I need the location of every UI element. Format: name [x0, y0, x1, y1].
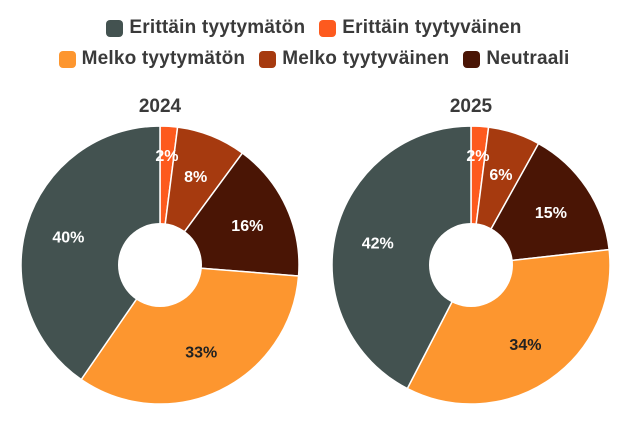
legend-item-melko-tyytymaton: Melko tyytymätön — [58, 48, 246, 70]
legend: Erittäin tyytymätön Erittäin tyytyväinen… — [0, 14, 628, 76]
legend-swatch-melko-tyytyvainen — [259, 50, 277, 68]
legend-label-melko-tyytymaton: Melko tyytymätön — [81, 48, 246, 69]
slice-2025-melko-tyytymaton — [406, 248, 611, 405]
slice-label-2025-neutraali: 15% — [535, 205, 567, 222]
slice-label-2024-erittain-tyytymaton: 40% — [52, 229, 84, 246]
legend-swatch-neutraali — [463, 50, 481, 68]
legend-swatch-erittain-tyytymaton — [106, 19, 124, 37]
slice-2025-neutraali — [469, 142, 610, 266]
legend-item-neutraali: Neutraali — [463, 48, 569, 70]
slice-label-2025-erittain-tyytyvainen: 2% — [466, 148, 489, 165]
slice-2025-erittain-tyytymaton — [331, 125, 472, 390]
slice-label-2024-neutraali: 16% — [231, 218, 263, 235]
legend-swatch-erittain-tyytyvainen — [319, 19, 337, 37]
legend-label-neutraali: Neutraali — [486, 48, 570, 69]
slice-2024-melko-tyytymaton — [80, 264, 300, 405]
legend-swatch-melko-tyytymaton — [58, 50, 76, 68]
legend-label-erittain-tyytymaton: Erittäin tyytymätön — [129, 17, 306, 38]
slice-label-2024-melko-tyytyvainen: 8% — [184, 169, 207, 186]
legend-item-melko-tyytyvainen: Melko tyytyväinen — [259, 48, 449, 70]
slice-label-2024-melko-tyytymaton: 33% — [185, 345, 217, 362]
donut-chart-2024: 2024 2% 8% 16% 33% 40% — [20, 96, 300, 405]
legend-label-melko-tyytyvainen: Melko tyytyväinen — [282, 48, 450, 69]
slice-2024-erittain-tyytymaton — [20, 125, 161, 381]
legend-item-erittain-tyytyvainen: Erittäin tyytyväinen — [319, 17, 521, 39]
legend-row-1: Erittäin tyytymätön Erittäin tyytyväinen — [0, 14, 628, 42]
chart-title-2024: 2024 — [139, 96, 182, 117]
legend-item-erittain-tyytymaton: Erittäin tyytymätön — [106, 17, 305, 39]
donut-hole-2024 — [118, 223, 202, 307]
slice-label-2025-erittain-tyytymaton: 42% — [362, 235, 394, 252]
chart-title-2025: 2025 — [450, 96, 493, 117]
slice-label-2024-erittain-tyytyvainen: 2% — [155, 148, 178, 165]
legend-label-erittain-tyytyvainen: Erittäin tyytyväinen — [342, 17, 522, 38]
donut-hole-2025 — [429, 223, 513, 307]
donut-chart-2025: 2025 2%6% 15% 34% 42% — [331, 96, 611, 405]
legend-row-2: Melko tyytymätön Melko tyytyväinen Neutr… — [0, 45, 628, 73]
slice-label-2025-melko-tyytymaton: 34% — [509, 337, 541, 354]
slice-label-2025-melko-tyytyvainen: 6% — [489, 167, 512, 184]
